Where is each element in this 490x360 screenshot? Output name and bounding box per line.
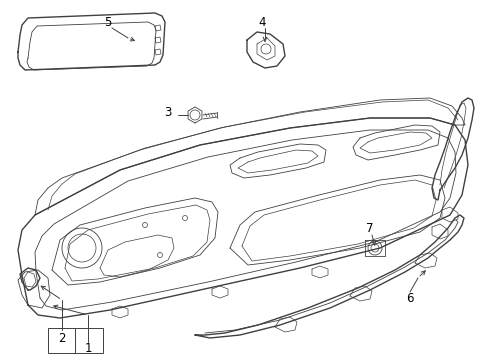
Text: 1: 1	[84, 342, 92, 355]
Text: 5: 5	[104, 15, 112, 28]
Text: 6: 6	[406, 292, 414, 305]
Text: 3: 3	[164, 105, 171, 118]
Text: 4: 4	[258, 15, 266, 28]
Text: 7: 7	[366, 221, 374, 234]
Text: 2: 2	[58, 332, 66, 345]
